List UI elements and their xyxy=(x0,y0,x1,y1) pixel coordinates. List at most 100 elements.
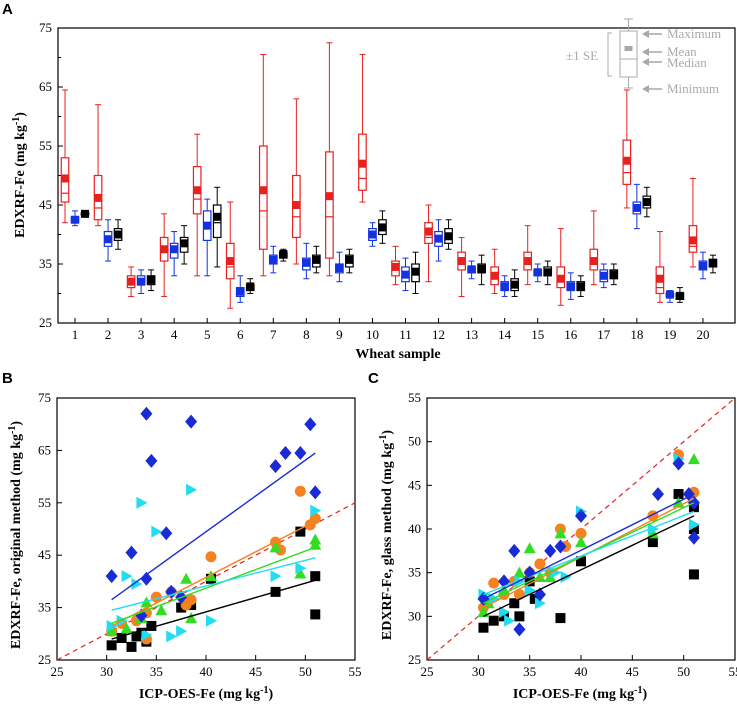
box-reference-16 xyxy=(576,275,586,297)
trend-line-diamond xyxy=(483,493,695,600)
box-glass-method-2 xyxy=(103,219,113,262)
box-body xyxy=(258,145,268,250)
triangle-point xyxy=(544,571,557,583)
panel-a-x-axis-title: Wheat sample xyxy=(355,347,440,362)
mean-marker xyxy=(193,186,202,195)
mean-marker xyxy=(94,193,103,202)
box-reference-19 xyxy=(675,287,685,303)
y-tick-label: 35 xyxy=(39,256,52,271)
box-glass-method-1 xyxy=(70,210,80,227)
mean-marker xyxy=(236,287,245,296)
x-tick-label: 55 xyxy=(729,664,737,679)
legend-maximum-label: Maximum xyxy=(667,26,721,41)
diamond-point xyxy=(140,571,153,586)
circle-point xyxy=(294,485,306,497)
y-tick-label: 45 xyxy=(408,477,421,492)
box-reference-8 xyxy=(312,245,321,274)
legend-se-label: ±1 SE xyxy=(566,48,598,63)
triangle-right-point xyxy=(166,630,178,643)
mean-marker xyxy=(424,227,433,236)
box-original-method-10 xyxy=(358,54,367,203)
panel-c-y-axis-title: EDXRF-Fe, glass method (mg kg-1) xyxy=(378,430,395,641)
y-tick-label: 40 xyxy=(408,521,421,536)
triangle-right-point xyxy=(141,628,153,641)
y-tick-label: 25 xyxy=(39,315,52,330)
x-tick-label: 1 xyxy=(72,327,79,342)
triangle-point xyxy=(554,527,567,539)
circle-point xyxy=(185,594,197,606)
mean-marker xyxy=(114,230,123,239)
box-body xyxy=(212,204,222,239)
y-tick-label: 55 xyxy=(408,390,421,405)
x-tick-label: 4 xyxy=(171,327,178,342)
mean-marker xyxy=(622,156,631,165)
x-tick-label: 17 xyxy=(597,327,611,342)
mean-marker xyxy=(61,174,69,183)
mean-marker xyxy=(226,257,235,266)
box-original-method-1 xyxy=(60,89,70,224)
box-glass-method-9 xyxy=(335,251,344,283)
mean-marker xyxy=(104,235,113,244)
box-original-method-5 xyxy=(192,133,202,277)
box-reference-4 xyxy=(179,225,189,265)
box-glass-method-18 xyxy=(632,183,642,230)
y-tick-label: 75 xyxy=(38,390,51,405)
square-point xyxy=(514,611,525,622)
panel-c-x-axis-title: ICP-OES-Fe (mg kg-1) xyxy=(513,685,648,702)
y-tick-label: 65 xyxy=(39,79,52,94)
mean-marker xyxy=(632,203,641,212)
triangle-right-point xyxy=(186,483,198,496)
triangle-point xyxy=(482,597,495,609)
box-reference-14 xyxy=(510,269,519,297)
mean-marker xyxy=(675,291,684,300)
diamond-point xyxy=(185,414,198,429)
x-tick-label: 50 xyxy=(299,664,312,679)
box-reference-5 xyxy=(212,186,222,268)
box-original-method-15 xyxy=(523,225,533,286)
triangle-point xyxy=(204,570,217,582)
legend-box xyxy=(619,30,638,78)
mean-marker xyxy=(279,249,288,258)
panel-label-a: A xyxy=(2,1,13,18)
x-tick-label: 30 xyxy=(100,664,113,679)
diamond-point xyxy=(687,530,700,545)
triangle-right-point xyxy=(121,570,133,583)
x-tick-label: 12 xyxy=(432,327,445,342)
diamond-point xyxy=(294,446,307,461)
square-point xyxy=(295,526,306,537)
y-tick-label: 35 xyxy=(38,600,51,615)
mean-marker xyxy=(457,257,466,266)
triangle-point xyxy=(269,541,282,553)
box-reference-13 xyxy=(477,254,486,286)
y-tick-label: 25 xyxy=(38,652,51,667)
panel-label-b: B xyxy=(2,370,13,387)
square-point xyxy=(488,615,499,626)
trend-line-circle xyxy=(111,520,316,627)
box-reference-9 xyxy=(345,248,354,274)
square-point xyxy=(499,611,509,622)
triangle-point xyxy=(155,604,168,616)
circle-point xyxy=(488,577,500,589)
box-original-method-8 xyxy=(292,98,301,265)
x-tick-label: 2 xyxy=(105,327,112,342)
triangle-right-point xyxy=(151,525,163,538)
circle-point xyxy=(309,513,321,525)
x-tick-label: 50 xyxy=(677,664,690,679)
diamond-point xyxy=(544,543,557,558)
box-original-method-7 xyxy=(258,54,268,277)
mean-marker xyxy=(203,221,212,230)
diamond-point xyxy=(140,406,153,421)
y-tick-label: 65 xyxy=(38,442,51,457)
box-glass-method-8 xyxy=(302,242,311,280)
x-tick-label: 5 xyxy=(204,327,211,342)
diamond-point xyxy=(652,487,664,502)
box-reference-18 xyxy=(642,186,652,218)
mean-marker xyxy=(391,262,400,271)
x-tick-label: 6 xyxy=(237,327,244,342)
box-reference-6 xyxy=(245,278,255,294)
square-point xyxy=(688,569,699,580)
triangle-point xyxy=(185,612,198,624)
x-tick-label: 8 xyxy=(303,327,310,342)
mean-marker xyxy=(259,186,268,195)
mean-marker xyxy=(444,232,453,241)
